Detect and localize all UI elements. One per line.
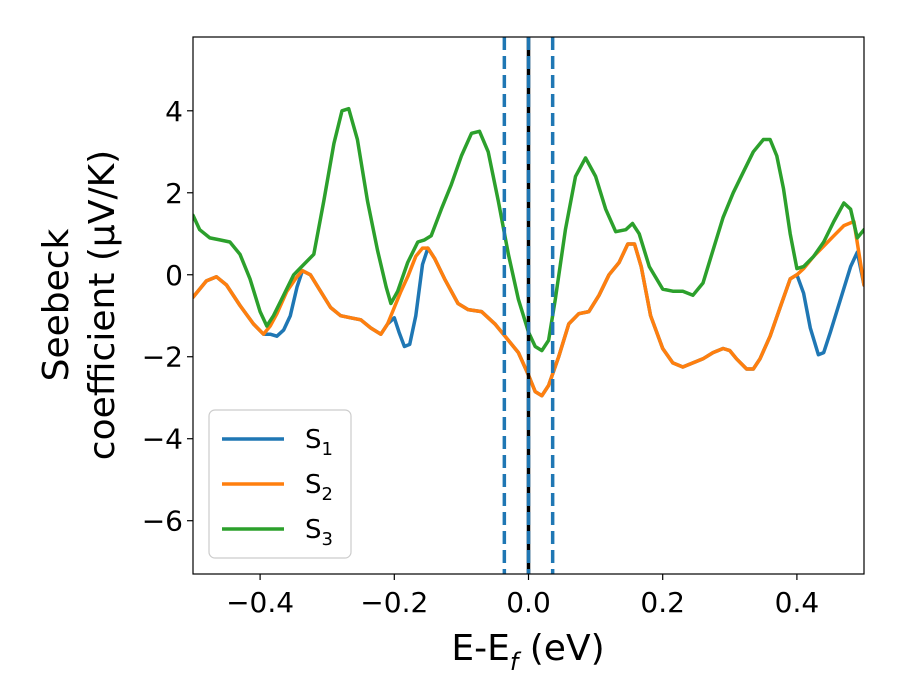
y-axis-label-line1: Seebeck (36, 228, 77, 381)
legend-label-s1: S1 (305, 425, 333, 460)
legend: S1 S2 S3 (208, 409, 352, 559)
reference-lines (502, 37, 555, 574)
series-line-s2 (193, 219, 864, 398)
series-line-s3 (193, 106, 864, 353)
y-axis: −6 −4 −2 0 2 4 (142, 95, 193, 538)
y-tick-label: 0 (165, 259, 183, 292)
y-axis-label: Seebeck coefficient (μV/K) (36, 150, 123, 460)
x-tick-label: −0.4 (226, 586, 294, 619)
x-tick-label: −0.2 (360, 586, 428, 619)
x-axis: −0.4 −0.2 0.0 0.2 0.4 (226, 574, 819, 619)
legend-label-s3: S3 (305, 515, 333, 550)
y-tick-label: 2 (165, 177, 183, 210)
series-layer (193, 106, 864, 398)
x-axis-label: E-Ef (eV) (451, 628, 604, 676)
x-tick-label: 0.0 (506, 586, 551, 619)
y-tick-label: −6 (142, 505, 183, 538)
y-tick-label: 4 (165, 95, 183, 128)
y-axis-label-line2: coefficient (μV/K) (82, 150, 123, 460)
x-tick-label: 0.2 (640, 586, 685, 619)
y-tick-label: −4 (142, 423, 183, 456)
x-tick-label: 0.4 (775, 586, 820, 619)
y-tick-label: −2 (142, 341, 183, 374)
legend-label-s2: S2 (305, 470, 333, 505)
